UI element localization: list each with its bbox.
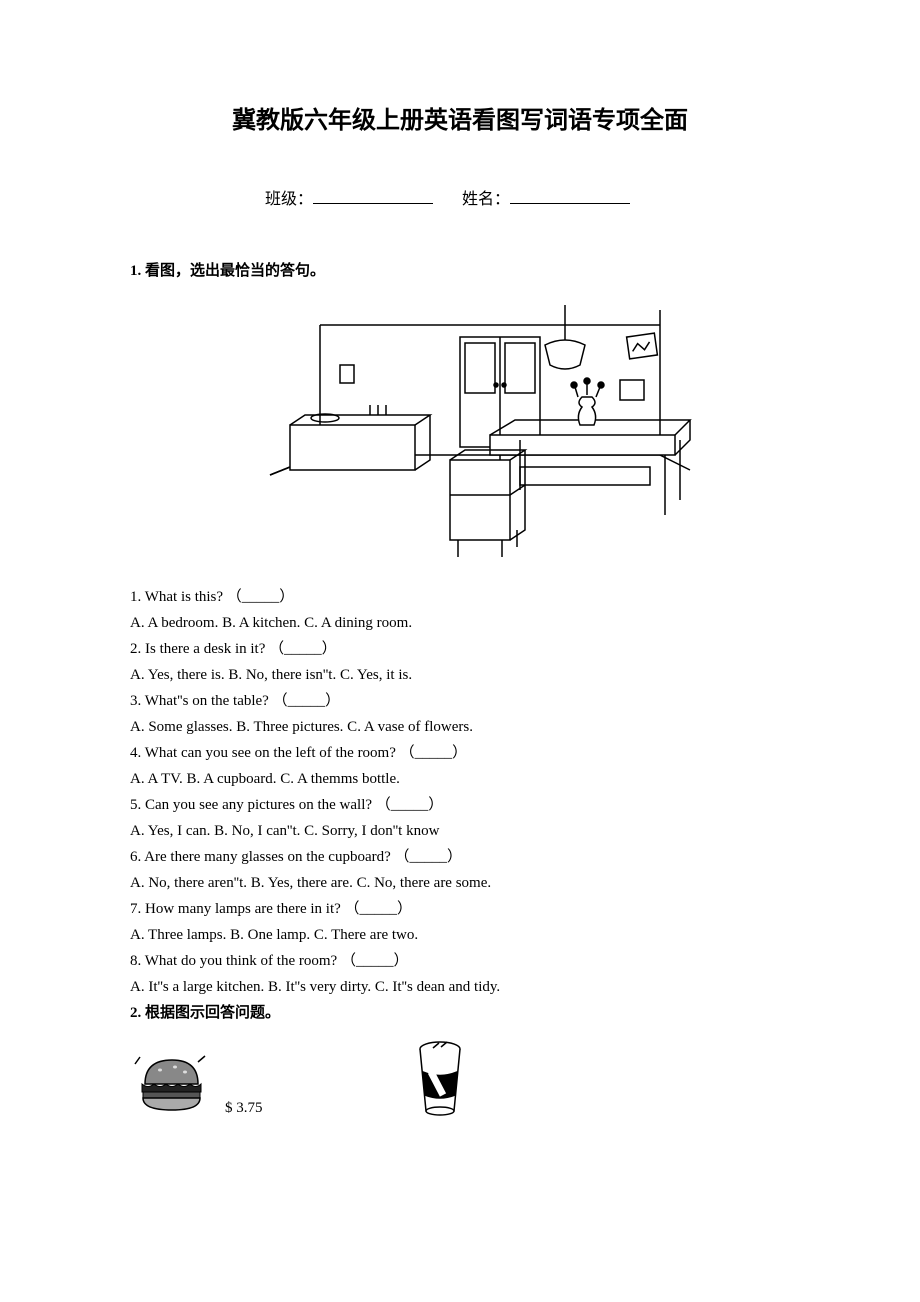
hamburger-icon [130, 1042, 220, 1117]
section1-instruction: 看图，选出最恰当的答句。 [145, 263, 325, 279]
room-svg [220, 295, 700, 565]
q3-opts: A. Some glasses. B. Three pictures. C. A… [130, 715, 790, 739]
room-illustration [220, 295, 700, 565]
q2-opts: A. Yes, there is. B. No, there isn''t. C… [130, 663, 790, 687]
q1: 1. What is this? （_____） [130, 585, 790, 609]
q4: 4. What can you see on the left of the r… [130, 741, 790, 765]
q1-opts: A. A bedroom. B. A kitchen. C. A dining … [130, 611, 790, 635]
questions-block: 1. What is this? （_____） A. A bedroom. B… [130, 585, 790, 999]
q6: 6. Are there many glasses on the cupboar… [130, 845, 790, 869]
section2-header: 2. 根据图示回答问题。 [130, 1001, 790, 1022]
q2: 2. Is there a desk in it? （_____） [130, 637, 790, 661]
q3: 3. What''s on the table? （_____） [130, 689, 790, 713]
section1-header: 1. 看图，选出最恰当的答句。 [130, 259, 790, 280]
hamburger-item: $ 3.75 [130, 1042, 263, 1117]
page-title: 冀教版六年级上册英语看图写词语专项全面 [130, 100, 790, 135]
q5: 5. Can you see any pictures on the wall?… [130, 793, 790, 817]
q6-opts: A. No, there aren''t. B. Yes, there are.… [130, 871, 790, 895]
q4-opts: A. A TV. B. A cupboard. C. A themms bott… [130, 767, 790, 791]
name-blank [510, 203, 630, 204]
class-blank [313, 203, 433, 204]
form-line: 班级： 姓名： [130, 185, 790, 209]
cup-item [413, 1037, 468, 1117]
q7-opts: A. Three lamps. B. One lamp. C. There ar… [130, 923, 790, 947]
q8-opts: A. It''s a large kitchen. B. It''s very … [130, 975, 790, 999]
food-images: $ 3.75 [130, 1037, 790, 1117]
section1-num: 1. [130, 263, 141, 279]
hamburger-price: $ 3.75 [225, 1100, 263, 1117]
q7: 7. How many lamps are there in it? （____… [130, 897, 790, 921]
cup-icon [413, 1037, 468, 1117]
q8: 8. What do you think of the room? （_____… [130, 949, 790, 973]
q5-opts: A. Yes, I can. B. No, I can''t. C. Sorry… [130, 819, 790, 843]
section2-num: 2. [130, 1005, 141, 1021]
section2-instruction: 根据图示回答问题。 [145, 1005, 280, 1021]
class-label: 班级： [265, 191, 313, 208]
name-label: 姓名： [462, 191, 510, 208]
